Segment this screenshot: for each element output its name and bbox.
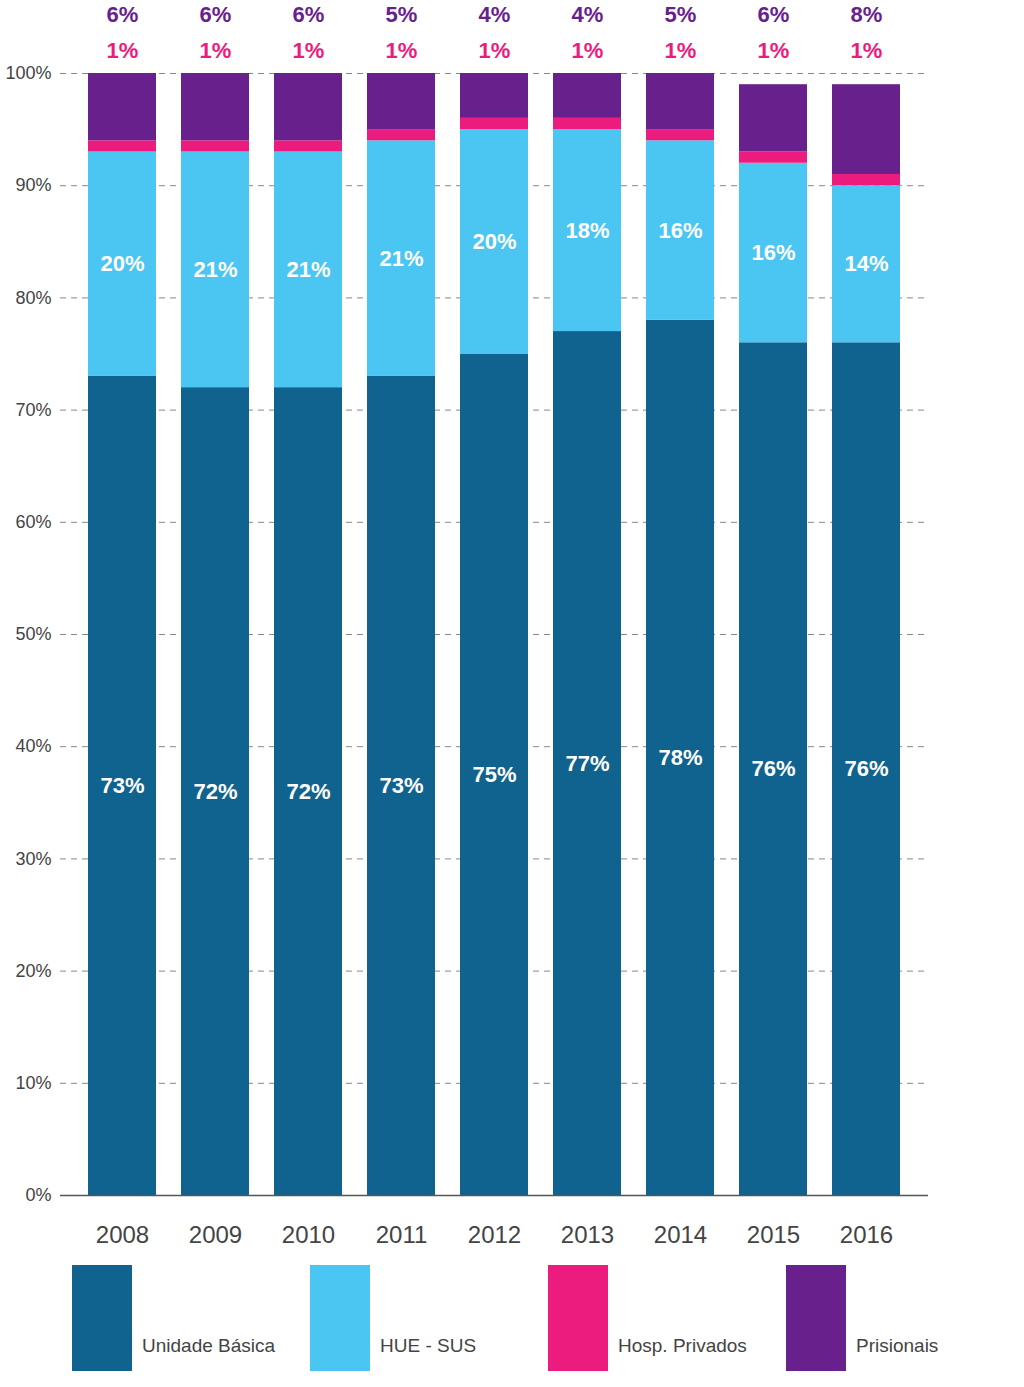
svg-text:72%: 72% — [193, 779, 237, 804]
svg-text:20%: 20% — [100, 251, 144, 276]
svg-text:21%: 21% — [193, 257, 237, 282]
svg-text:73%: 73% — [379, 773, 423, 798]
svg-text:2010: 2010 — [282, 1221, 335, 1248]
svg-text:4%: 4% — [572, 2, 604, 27]
svg-text:76%: 76% — [751, 756, 795, 781]
svg-text:1%: 1% — [386, 38, 418, 63]
svg-text:2009: 2009 — [189, 1221, 242, 1248]
svg-text:2015: 2015 — [747, 1221, 800, 1248]
svg-text:21%: 21% — [379, 246, 423, 271]
svg-text:1%: 1% — [107, 38, 139, 63]
svg-text:40%: 40% — [15, 736, 51, 756]
svg-text:14%: 14% — [844, 251, 888, 276]
svg-text:2012: 2012 — [468, 1221, 521, 1248]
svg-text:5%: 5% — [665, 2, 697, 27]
svg-text:2013: 2013 — [561, 1221, 614, 1248]
svg-text:8%: 8% — [851, 2, 883, 27]
svg-text:16%: 16% — [751, 240, 795, 265]
svg-text:20%: 20% — [472, 229, 516, 254]
svg-text:20%: 20% — [15, 961, 51, 981]
svg-text:1%: 1% — [758, 38, 790, 63]
html-text:HUE - SUS: HUE - SUS — [380, 1335, 477, 1356]
svg-text:1%: 1% — [200, 38, 232, 63]
svg-text:2011: 2011 — [376, 1221, 428, 1248]
svg-text:4%: 4% — [479, 2, 511, 27]
svg-text:77%: 77% — [565, 751, 609, 776]
svg-text:1%: 1% — [479, 38, 511, 63]
html-text:Hosp. Privados: Hosp. Privados — [618, 1335, 747, 1356]
svg-text:2008: 2008 — [96, 1221, 149, 1248]
html-text:Prisionais: Prisionais — [856, 1335, 939, 1356]
svg-text:6%: 6% — [758, 2, 790, 27]
svg-text:70%: 70% — [15, 400, 51, 420]
svg-text:0%: 0% — [25, 1185, 51, 1205]
svg-text:100%: 100% — [5, 63, 51, 83]
svg-text:1%: 1% — [293, 38, 325, 63]
svg-text:60%: 60% — [15, 512, 51, 532]
svg-text:2016: 2016 — [840, 1221, 893, 1248]
svg-text:2014: 2014 — [654, 1221, 707, 1248]
svg-text:78%: 78% — [658, 745, 702, 770]
svg-text:75%: 75% — [472, 762, 516, 787]
svg-text:76%: 76% — [844, 756, 888, 781]
svg-text:5%: 5% — [386, 2, 418, 27]
svg-text:6%: 6% — [293, 2, 325, 27]
svg-text:90%: 90% — [15, 175, 51, 195]
svg-text:50%: 50% — [15, 624, 51, 644]
svg-text:1%: 1% — [851, 38, 883, 63]
svg-text:21%: 21% — [286, 257, 330, 282]
svg-text:73%: 73% — [100, 773, 144, 798]
svg-text:72%: 72% — [286, 779, 330, 804]
svg-text:18%: 18% — [565, 218, 609, 243]
svg-text:10%: 10% — [15, 1073, 51, 1093]
svg-text:6%: 6% — [200, 2, 232, 27]
svg-text:80%: 80% — [15, 288, 51, 308]
html-text:Unidade Básica: Unidade Básica — [142, 1335, 276, 1356]
svg-text:16%: 16% — [658, 218, 702, 243]
svg-text:30%: 30% — [15, 849, 51, 869]
svg-text:1%: 1% — [572, 38, 604, 63]
svg-text:6%: 6% — [107, 2, 139, 27]
svg-text:1%: 1% — [665, 38, 697, 63]
